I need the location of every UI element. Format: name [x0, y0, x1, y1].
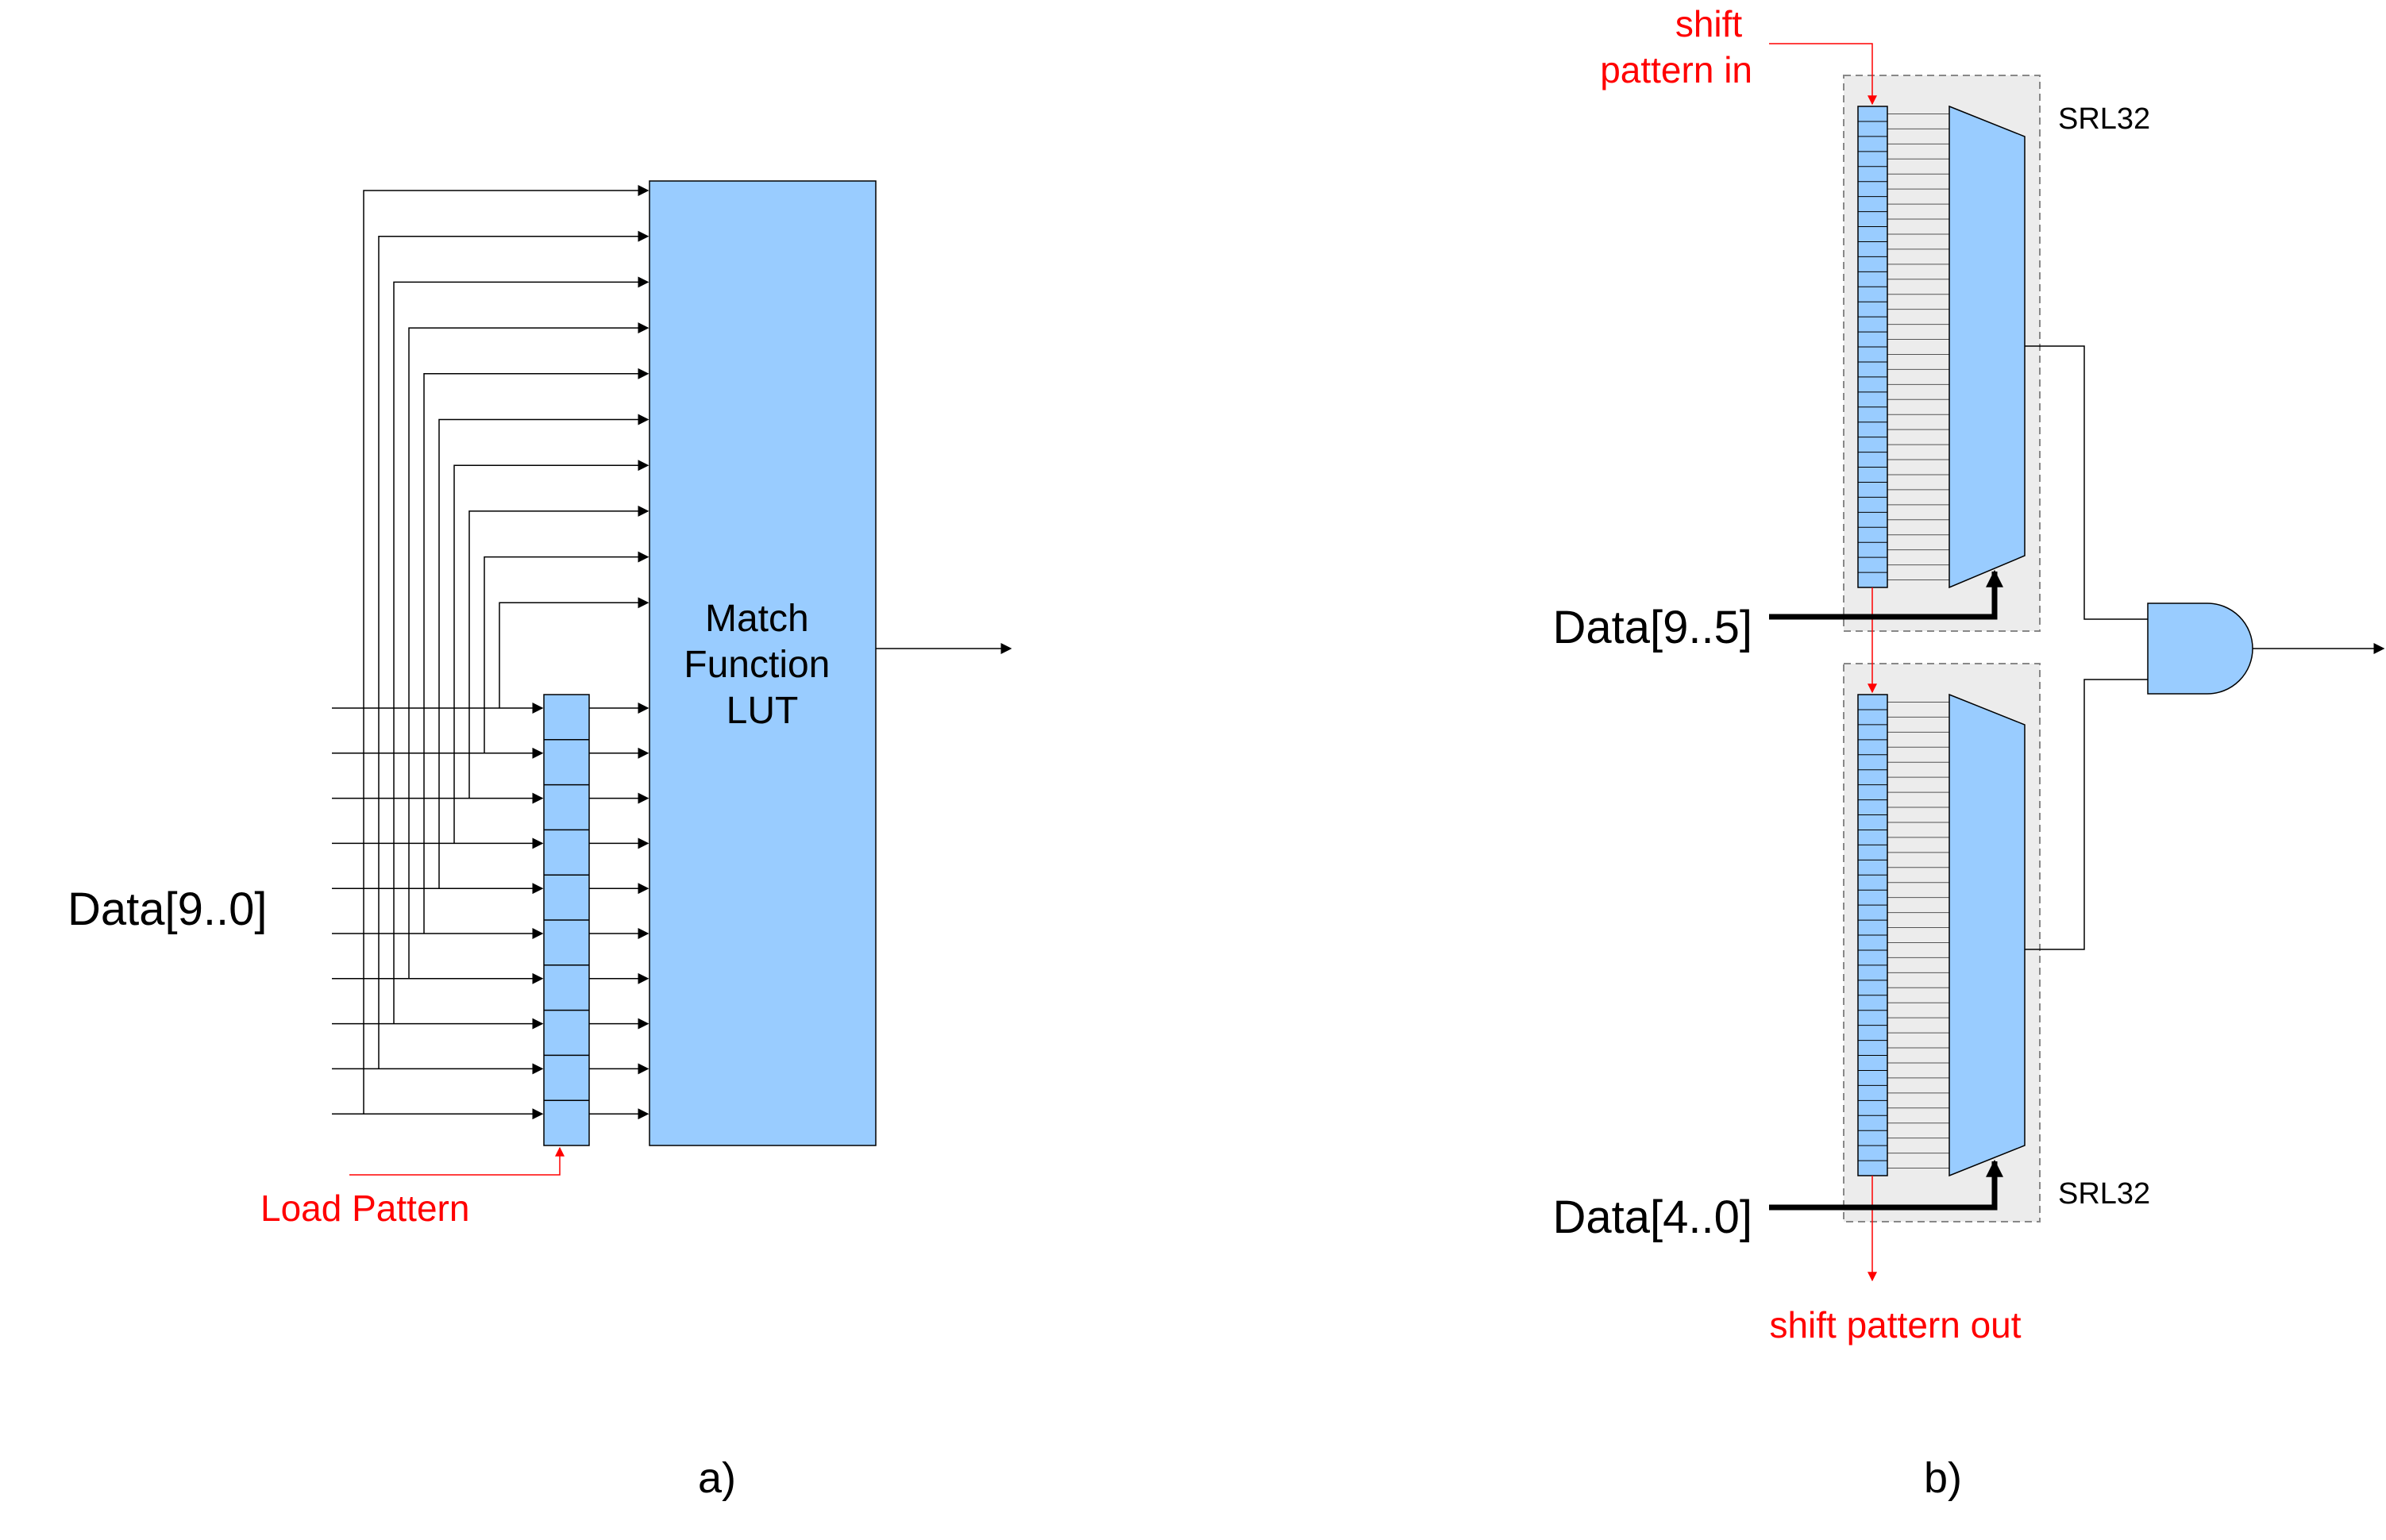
lut-label-line-3: LUT: [727, 690, 799, 732]
shift-pattern-in-line-1: shift: [1675, 3, 1743, 44]
caption-a: a): [698, 1454, 736, 1502]
data-9-5-select-bus: [1769, 569, 2003, 620]
data-bit-to-lut-wire: [408, 322, 650, 979]
data-9-5-label: Data[9..5]: [1553, 602, 1752, 653]
shift-pattern-out-label: shift pattern out: [1769, 1304, 2021, 1346]
srl32-bottom-label: SRL32: [2058, 1177, 2150, 1211]
srl32-bottom-register-cells: [1858, 709, 1887, 1161]
pattern-register-cells: [544, 739, 589, 1101]
load-pattern-wire: [349, 1146, 565, 1176]
load-pattern-label: Load Pattern: [260, 1188, 469, 1229]
and-gate: [2147, 603, 2253, 695]
srl32-top-mux-inputs: [1887, 113, 1949, 581]
svg-text:shift pattern in: shift pattern in: [1600, 3, 1752, 90]
shift-pattern-in-line-2: pattern in: [1600, 49, 1752, 90]
data-bit-to-lut-wire: [393, 276, 650, 1024]
svg-text:Match Function LUT: Match Function LUT: [684, 598, 840, 732]
srl32-bottom-mux: [1949, 693, 2026, 1177]
data-bit-to-lut-wire: [438, 414, 650, 889]
srl32-top-label: SRL32: [2058, 102, 2150, 136]
data-bit-to-lut-wire: [484, 551, 650, 753]
caption-b: b): [1924, 1454, 1962, 1502]
data-fanout-wires: [332, 185, 650, 1120]
data-bit-to-lut-wire: [499, 597, 650, 708]
panel-b: SRL32 SRL32 shift pattern in shift patte…: [1553, 3, 2385, 1502]
match-function-lut: [649, 180, 877, 1146]
data-bit-to-lut-wire: [423, 368, 650, 934]
data-4-0-label: Data[4..0]: [1553, 1192, 1752, 1243]
data-bit-to-lut-wire: [468, 505, 650, 799]
srl32-bottom-mux-inputs: [1887, 701, 1949, 1169]
data-bit-to-lut-wire: [363, 185, 650, 1115]
srl32-top-mux: [1949, 105, 2026, 589]
lut-label-line-2: Function: [684, 644, 830, 686]
srl32-bottom-output-wire: [2025, 679, 2148, 950]
data-4-0-select-bus: [1769, 1159, 2003, 1211]
data-9-0-label: Data[9..0]: [67, 884, 267, 935]
data-bit-to-lut-wire: [453, 460, 650, 844]
srl32-top-register-cells: [1858, 121, 1887, 573]
panel-a: Match Function LUT Data[9..0] Load Patte…: [67, 180, 1012, 1502]
shift-pattern-in-wire: [1769, 43, 1877, 106]
register-output-wires: [589, 703, 650, 1120]
data-bit-to-lut-wire: [378, 230, 650, 1069]
lut-label-line-1: Match: [705, 598, 809, 640]
srl32-top-output-wire: [2025, 345, 2148, 620]
